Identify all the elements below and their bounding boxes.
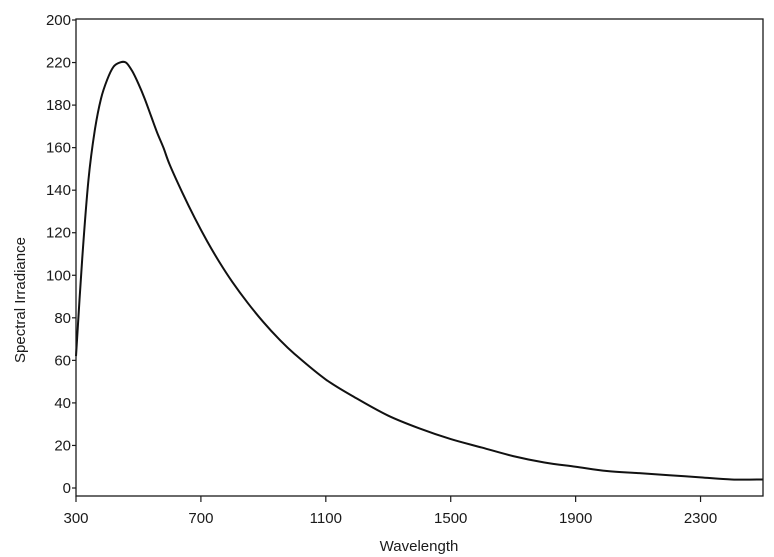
y-tick-label: 160 xyxy=(46,140,71,157)
y-tick-label: 100 xyxy=(46,267,71,284)
x-axis-ticks: 300 700 1100 1500 1900 2300 xyxy=(63,496,717,527)
y-axis-title: Spectral Irradiance xyxy=(12,237,29,363)
x-tick-label: 1500 xyxy=(434,510,467,527)
y-tick-label: 200 xyxy=(46,12,71,29)
y-tick-label: 180 xyxy=(46,97,71,114)
y-tick-label: 220 xyxy=(46,55,71,72)
y-tick-label: 20 xyxy=(54,437,71,454)
x-tick-label: 1900 xyxy=(559,510,592,527)
x-axis-title: Wavelength xyxy=(380,538,459,555)
y-tick-label: 0 xyxy=(63,480,71,497)
plot-area-frame xyxy=(75,18,764,497)
y-tick-label: 140 xyxy=(46,182,71,199)
x-tick-label: 1100 xyxy=(310,510,342,527)
x-tick-label: 2300 xyxy=(684,510,717,527)
y-tick-label: 80 xyxy=(54,310,71,327)
y-axis-ticks: 0 20 40 60 80 100 120 140 160 180 200 220 xyxy=(46,12,76,497)
x-tick-label: 300 xyxy=(63,510,88,527)
spectral-irradiance-curve xyxy=(75,60,764,481)
y-tick-label: 120 xyxy=(46,225,71,242)
y-tick-label: 60 xyxy=(54,352,71,369)
x-tick-label: 700 xyxy=(188,510,213,527)
y-tick-label: 40 xyxy=(54,395,71,412)
